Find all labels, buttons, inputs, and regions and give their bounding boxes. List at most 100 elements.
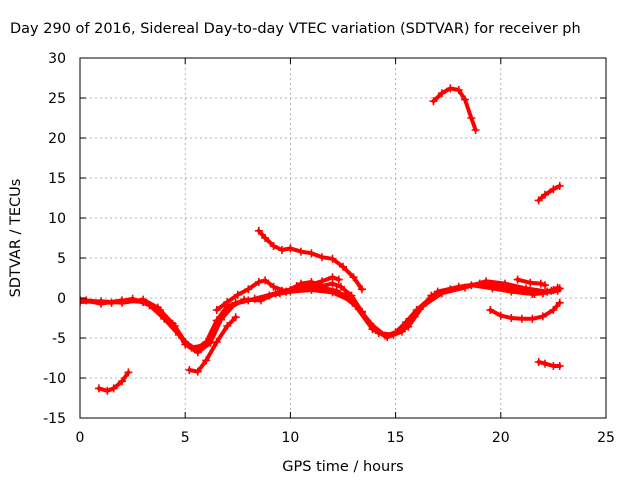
y-tick-label: 15	[48, 171, 66, 187]
series-line	[80, 283, 556, 355]
data-point	[549, 306, 558, 314]
series-line	[536, 184, 562, 203]
data-point	[534, 358, 543, 366]
data-point	[269, 282, 278, 291]
x-tick-label: 10	[281, 430, 299, 446]
y-tick-label: -10	[43, 371, 66, 387]
data-point	[540, 190, 549, 199]
data-point	[254, 226, 263, 235]
data-point	[212, 338, 221, 346]
series-arc-dip-6h	[185, 313, 240, 376]
data-point	[526, 278, 535, 287]
chart-title: Day 290 of 2016, Sidereal Day-to-day VTE…	[10, 21, 581, 37]
data-point	[540, 281, 549, 290]
x-tick-label: 15	[387, 430, 405, 446]
data-point	[389, 330, 398, 339]
data-point	[538, 289, 547, 298]
series-arc-rise-22h	[534, 182, 564, 205]
data-point	[286, 244, 295, 253]
data-point	[317, 253, 326, 262]
data-point	[517, 314, 526, 323]
data-point	[418, 302, 427, 310]
data-point	[555, 298, 564, 307]
data-point	[454, 86, 463, 94]
data-point	[522, 284, 531, 293]
data-point	[210, 325, 219, 334]
data-point	[231, 313, 240, 322]
data-point	[429, 97, 438, 106]
y-tick-label: 20	[48, 131, 66, 147]
data-point	[357, 307, 366, 316]
data-point	[124, 368, 133, 377]
data-point	[357, 285, 366, 294]
series-line	[84, 279, 562, 350]
x-axis-label: GPS time / hours	[282, 459, 403, 475]
y-axis-label: SDTVAR / TECUs	[8, 179, 24, 298]
data-point	[467, 114, 476, 122]
data-point	[296, 247, 305, 256]
x-tick-label: 5	[181, 430, 190, 446]
data-point	[334, 275, 343, 284]
data-point	[374, 329, 383, 338]
data-point	[109, 384, 118, 393]
data-point	[538, 312, 547, 321]
tick-layer: 0 5 10 15 20 25 -15 -10 -5 0 5 10 15 20 25 30	[43, 51, 615, 446]
data-point	[471, 126, 480, 134]
data-point	[513, 275, 522, 284]
data-point	[555, 362, 564, 370]
data-point	[187, 343, 196, 352]
data-point	[347, 291, 356, 300]
data-point	[349, 273, 358, 282]
data-point	[404, 322, 413, 331]
data-point	[118, 377, 127, 386]
data-point	[488, 284, 497, 293]
data-point	[501, 279, 510, 288]
data-point	[547, 286, 556, 295]
series-arc-small-22h	[513, 275, 549, 290]
data-point	[446, 84, 455, 93]
y-tick-label: 10	[48, 211, 66, 227]
series-arc-low-1h	[94, 368, 133, 395]
y-tick-label: 25	[48, 91, 66, 107]
data-point	[540, 359, 549, 368]
data-point	[530, 290, 539, 298]
data-point	[128, 294, 137, 303]
data-point	[82, 296, 91, 305]
data-layer	[80, 84, 564, 395]
data-point	[244, 285, 253, 294]
data-point	[223, 322, 232, 330]
data-point	[307, 278, 316, 286]
data-point	[202, 356, 211, 365]
data-point	[296, 279, 305, 288]
data-point	[507, 287, 516, 296]
x-tick-label: 20	[492, 430, 510, 446]
data-point	[103, 386, 112, 395]
y-tick-label: 30	[48, 51, 66, 67]
data-point	[275, 289, 284, 298]
data-point	[145, 301, 154, 310]
data-point	[534, 196, 543, 205]
grid-layer	[80, 58, 606, 418]
data-point	[212, 306, 221, 314]
series-arc-end-22h	[530, 283, 562, 298]
data-point	[336, 282, 345, 291]
x-tick-label: 0	[76, 430, 85, 446]
data-point	[328, 279, 337, 288]
x-tick-label: 25	[597, 430, 615, 446]
data-point	[286, 286, 295, 294]
data-point	[461, 95, 470, 104]
data-point	[461, 283, 470, 292]
data-point	[339, 262, 347, 271]
data-point	[328, 254, 337, 263]
series-arc-high-18h	[429, 84, 480, 134]
data-point	[549, 185, 558, 194]
y-tick-label: -5	[52, 331, 66, 347]
series-line	[80, 281, 560, 352]
data-point	[553, 283, 562, 292]
y-tick-label: -15	[43, 411, 66, 427]
series-line	[431, 86, 478, 132]
plot-frame	[79, 57, 607, 419]
data-point	[317, 282, 326, 290]
data-point	[174, 330, 183, 339]
